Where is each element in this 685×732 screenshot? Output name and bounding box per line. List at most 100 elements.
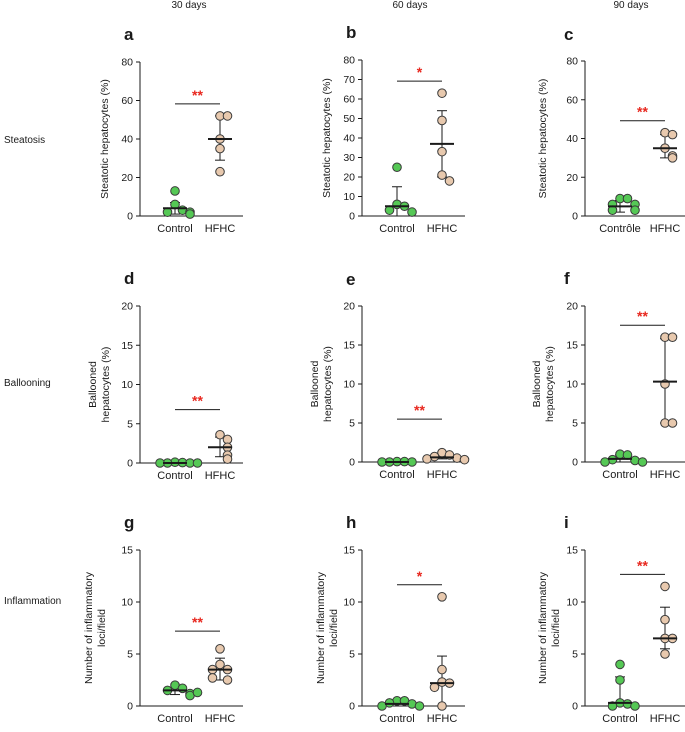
data-point	[667, 418, 678, 428]
panel-g: g 0 5 10 15 Number of inflammatoryloci/field C…	[83, 513, 243, 725]
data-point	[407, 207, 417, 217]
y-tick-label: 20	[121, 172, 133, 184]
column-header-30-days: 30 days	[171, 0, 206, 11]
series-control	[607, 659, 640, 711]
significance-stars: **	[192, 87, 203, 103]
y-tick-label: 0	[349, 211, 355, 223]
y-axis-label: Steatotic hepatocytes (%)	[321, 78, 333, 198]
data-point	[414, 701, 425, 711]
data-point	[215, 143, 225, 154]
y-tick-label: 5	[127, 649, 133, 661]
panel-letter: a	[124, 25, 134, 44]
y-tick-label: 10	[121, 597, 133, 609]
x-category-label: HFHC	[427, 469, 458, 481]
data-point	[600, 457, 610, 467]
y-axis-label-line: hepatocytes (%)	[100, 347, 112, 423]
y-tick-label: 60	[343, 94, 355, 106]
y-tick-label: 10	[566, 379, 578, 391]
y-axis-label: Balloonedhepatocytes (%)	[531, 346, 556, 422]
x-category-label: Control	[157, 470, 192, 482]
row-label-steatosis: Steatosis	[4, 135, 45, 146]
series-control	[600, 449, 648, 467]
data-point	[437, 664, 447, 675]
panel-c: c 0 20 40 60 80 Steatotic hepatocytes (%) Contr…	[537, 25, 685, 235]
y-tick-label: 5	[572, 418, 578, 430]
x-category-label: HFHC	[205, 713, 236, 725]
y-tick-label: 5	[349, 649, 355, 661]
y-tick-label: 0	[572, 457, 578, 469]
data-point	[660, 581, 670, 592]
data-point	[444, 176, 455, 186]
y-tick-label: 40	[566, 133, 578, 145]
y-axis-label-line: Ballooned	[87, 361, 99, 408]
data-point	[637, 457, 648, 467]
y-axis-label-line: Ballooned	[309, 360, 321, 407]
y-axis-label-line: Number of inflammatory	[315, 571, 327, 684]
x-category-label: Control	[157, 223, 192, 235]
y-tick-label: 15	[566, 340, 578, 352]
y-tick-label: 10	[343, 597, 355, 609]
y-tick-label: 10	[343, 379, 355, 391]
data-point	[215, 429, 225, 440]
x-category-label: HFHC	[427, 713, 458, 725]
data-point	[222, 454, 233, 464]
column-header-60-days: 60 days	[392, 0, 427, 11]
data-point	[392, 162, 402, 173]
data-point	[459, 454, 470, 465]
series-control	[377, 696, 425, 711]
data-point	[622, 193, 633, 204]
series-control	[377, 456, 417, 467]
data-point	[660, 614, 670, 625]
y-axis-label-line: Steatotic hepatocytes (%)	[537, 79, 549, 199]
y-tick-label: 70	[343, 74, 355, 86]
significance-stars: **	[637, 557, 648, 573]
panel-letter: d	[124, 269, 134, 288]
y-tick-label: 80	[121, 57, 133, 69]
y-axis-label-line: hepatocytes (%)	[322, 346, 334, 422]
data-point	[667, 153, 678, 163]
y-axis-label-line: hepatocytes (%)	[544, 346, 556, 422]
y-tick-label: 20	[566, 172, 578, 184]
series-hfhc	[429, 592, 455, 711]
x-category-label: Control	[157, 713, 192, 725]
x-category-label: HFHC	[205, 223, 236, 235]
panel-e: e 0 5 10 15 20 Balloonedhepatocytes (%) Control…	[309, 270, 470, 481]
panels: a 0 20 40 60 80 Steatotic hepatocytes (%) Contr…	[83, 23, 685, 725]
data-point	[192, 458, 203, 468]
y-tick-label: 15	[566, 545, 578, 557]
data-point	[660, 649, 670, 659]
series-hfhc	[430, 88, 455, 186]
y-tick-label: 20	[343, 301, 355, 313]
y-tick-label: 80	[343, 55, 355, 67]
y-tick-label: 15	[343, 340, 355, 352]
y-tick-label: 40	[343, 133, 355, 145]
data-point	[615, 675, 625, 685]
y-tick-label: 30	[343, 152, 355, 164]
y-tick-label: 60	[121, 95, 133, 107]
y-axis-label: Balloonedhepatocytes (%)	[87, 347, 112, 423]
significance-stars: **	[192, 393, 203, 409]
data-point	[437, 170, 447, 180]
x-category-label: HFHC	[205, 470, 236, 482]
series-hfhc	[653, 332, 678, 428]
y-axis-label: Balloonedhepatocytes (%)	[309, 346, 334, 422]
data-point	[667, 332, 678, 343]
data-point	[630, 205, 640, 215]
x-category-label: HFHC	[427, 223, 458, 235]
y-axis-label-line: loci/field	[550, 609, 562, 647]
y-axis-label: Steatotic hepatocytes (%)	[537, 79, 549, 199]
panel-i: i 0 5 10 15 Number of inflammatoryloci/field C…	[537, 513, 685, 725]
y-tick-label: 20	[343, 172, 355, 184]
significance-stars: **	[637, 104, 648, 120]
x-category-label: HFHC	[650, 223, 681, 235]
x-category-label: Control	[602, 469, 637, 481]
x-category-label: Contrôle	[599, 223, 641, 235]
y-axis-label-line: Steatotic hepatocytes (%)	[99, 79, 111, 199]
y-tick-label: 0	[572, 211, 578, 223]
data-point	[437, 592, 447, 602]
series-hfhc	[207, 644, 233, 685]
data-point	[207, 673, 218, 683]
data-point	[437, 701, 447, 711]
y-tick-label: 5	[127, 418, 133, 430]
